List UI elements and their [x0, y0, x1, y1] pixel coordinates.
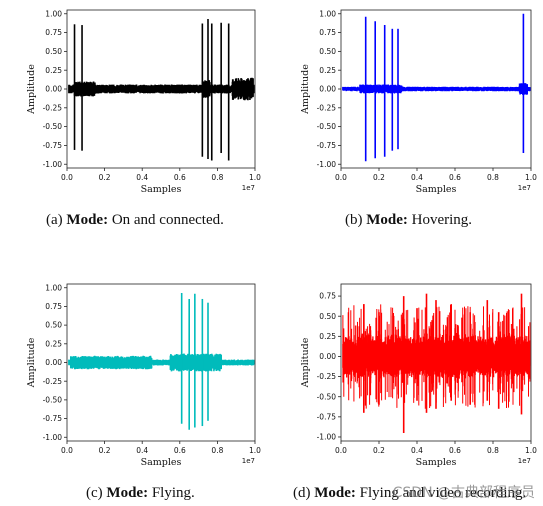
y-tick-label: -0.25 — [317, 103, 337, 112]
caption-label: (a) — [46, 212, 63, 228]
x-tick-label: 1.0 — [249, 173, 261, 182]
caption-mode: Mode: — [66, 212, 109, 228]
x-tick-label: 0.0 — [335, 173, 347, 182]
x-tick-label: 0.6 — [174, 173, 186, 182]
signal-trace — [68, 353, 255, 372]
x-tick-label: 0.2 — [99, 173, 111, 182]
y-tick-label: 0.50 — [319, 312, 336, 321]
x-tick-label: 0.8 — [211, 446, 223, 455]
caption-b: (b) Mode: Hovering. — [345, 212, 472, 229]
x-axis-label: Samples — [141, 457, 182, 468]
x-tick-label: 0.0 — [335, 446, 347, 455]
caption-mode: Mode: — [314, 485, 356, 501]
x-tick-label: 0.0 — [61, 173, 73, 182]
x-tick-label: 0.4 — [136, 446, 148, 455]
y-tick-label: 0.50 — [45, 321, 62, 330]
chart-panel-a: 0.0 0.2 0.4 0.6 0.8 1.0 1e7 1.00 0.75 0.50 0.25 0.0… — [26, 9, 261, 195]
y-tick-label: 1.00 — [45, 283, 62, 292]
y-tick-label: -1.00 — [317, 433, 337, 442]
y-tick-label: -0.75 — [317, 141, 337, 150]
x-tick-label: 0.6 — [174, 446, 186, 455]
y-tick-label: 0.75 — [45, 28, 62, 37]
y-tick-label: 0.25 — [45, 66, 62, 75]
y-tick-label: 0.00 — [319, 352, 336, 361]
x-tick-label: 0.4 — [411, 446, 423, 455]
y-tick-label: 0.25 — [319, 66, 336, 75]
caption-text: Hovering. — [411, 212, 473, 228]
y-axis-label: Amplitude — [26, 64, 37, 115]
y-tick-label: 0.75 — [319, 292, 336, 301]
y-tick-label: 0.75 — [319, 28, 336, 37]
y-tick-label: 0.00 — [45, 358, 62, 367]
y-tick-label: -0.75 — [43, 141, 63, 150]
x-tick-label: 0.2 — [99, 446, 111, 455]
caption-label: (b) — [345, 212, 363, 228]
x-offset-text: 1e7 — [518, 184, 531, 192]
x-tick-label: 0.4 — [136, 173, 148, 182]
x-tick-label: 0.6 — [449, 173, 461, 182]
y-axis-label: Amplitude — [300, 337, 311, 388]
y-tick-label: 0.00 — [45, 85, 62, 94]
x-offset-text: 1e7 — [518, 457, 531, 465]
x-tick-label: 0.6 — [449, 446, 461, 455]
watermark: CSDN @古典部程序员 — [392, 485, 535, 501]
x-tick-label: 0.0 — [61, 446, 73, 455]
caption-label: (c) — [86, 485, 103, 501]
caption-text: Flying. — [151, 485, 195, 501]
signal-trace — [68, 77, 255, 101]
plot-frame — [340, 283, 532, 442]
x-offset-text: 1e7 — [242, 184, 255, 192]
x-tick-label: 0.2 — [373, 173, 385, 182]
y-tick-label: 0.25 — [319, 332, 336, 341]
y-tick-label: -0.50 — [43, 395, 63, 404]
chart-panel-d: 0.0 0.2 0.4 0.6 0.8 1.0 1e7 0.75 0.50 0.25 0.00 -0.… — [300, 283, 537, 468]
y-tick-label: -0.50 — [43, 122, 63, 131]
x-tick-label: 1.0 — [249, 446, 261, 455]
signal-trace — [342, 83, 531, 95]
y-tick-label: 0.50 — [319, 47, 336, 56]
y-tick-label: 1.00 — [319, 9, 336, 18]
y-tick-label: 0.25 — [45, 339, 62, 348]
x-tick-label: 0.8 — [487, 173, 499, 182]
x-tick-label: 0.8 — [487, 446, 499, 455]
y-tick-label: -0.25 — [43, 377, 63, 386]
caption-a: (a) Mode: On and connected. — [46, 212, 224, 229]
x-tick-label: 1.0 — [525, 446, 537, 455]
caption-text: Flying and video recording. — [359, 485, 527, 501]
y-tick-label: -0.25 — [43, 103, 63, 112]
y-tick-label: -0.75 — [43, 414, 63, 423]
y-axis-label: Amplitude — [300, 64, 311, 115]
x-tick-label: 1.0 — [525, 173, 537, 182]
y-tick-label: -0.75 — [317, 412, 337, 421]
y-tick-label: -1.00 — [317, 160, 337, 169]
x-axis-label: Samples — [416, 184, 457, 195]
y-tick-label: -0.25 — [317, 372, 337, 381]
x-tick-label: 0.4 — [411, 173, 423, 182]
y-tick-label: 0.75 — [45, 302, 62, 311]
caption-mode: Mode: — [366, 212, 408, 228]
caption-label: (d) — [293, 485, 311, 501]
y-tick-label: -0.50 — [317, 122, 337, 131]
chart-panel-c: 0.0 0.2 0.4 0.6 0.8 1.0 1e7 1.00 0.75 0.50 0.25 0.0… — [26, 283, 261, 468]
y-tick-label: -1.00 — [43, 433, 63, 442]
caption-text: On and connected. — [111, 212, 224, 228]
caption-d: (d) Mode: Flying and video recording. — [293, 485, 526, 502]
x-tick-label: 0.8 — [211, 173, 223, 182]
x-offset-text: 1e7 — [242, 457, 255, 465]
chart-panel-b: 0.0 0.2 0.4 0.6 0.8 1.0 1e7 1.00 0.75 0.50 0.25 0.0… — [300, 9, 537, 195]
y-tick-label: 0.50 — [45, 47, 62, 56]
x-axis-label: Samples — [141, 184, 182, 195]
y-tick-label: 1.00 — [45, 9, 62, 18]
caption-mode: Mode: — [106, 485, 149, 501]
x-axis-label: Samples — [416, 457, 457, 468]
x-tick-label: 0.2 — [373, 446, 385, 455]
y-tick-label: 0.00 — [319, 85, 336, 94]
y-tick-label: -1.00 — [43, 160, 63, 169]
caption-c: (c) Mode: Flying. — [86, 485, 195, 502]
y-axis-label: Amplitude — [26, 337, 37, 388]
y-tick-label: -0.50 — [317, 392, 337, 401]
